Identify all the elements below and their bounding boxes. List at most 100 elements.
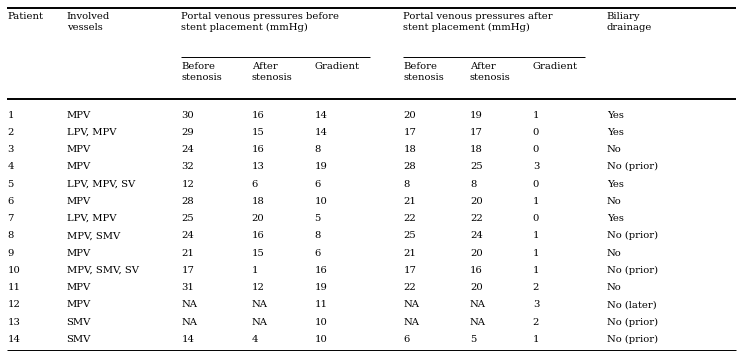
Text: Yes: Yes: [607, 214, 624, 223]
Text: 5: 5: [470, 335, 477, 344]
Text: NA: NA: [181, 317, 198, 327]
Text: 28: 28: [181, 197, 194, 206]
Text: 20: 20: [403, 111, 416, 120]
Text: 8: 8: [314, 145, 321, 154]
Text: 17: 17: [403, 266, 416, 275]
Text: 8: 8: [314, 231, 321, 240]
Text: LPV, MPV: LPV, MPV: [67, 214, 116, 223]
Text: NA: NA: [403, 317, 420, 327]
Text: 17: 17: [470, 128, 482, 137]
Text: 14: 14: [314, 111, 328, 120]
Text: 13: 13: [252, 162, 264, 171]
Text: 21: 21: [403, 248, 416, 258]
Text: 10: 10: [7, 266, 20, 275]
Text: No (prior): No (prior): [607, 231, 658, 240]
Text: MPV: MPV: [67, 145, 91, 154]
Text: 2: 2: [7, 128, 14, 137]
Text: 14: 14: [314, 128, 328, 137]
Text: 14: 14: [7, 335, 21, 344]
Text: 1: 1: [533, 197, 539, 206]
Text: SMV: SMV: [67, 335, 91, 344]
Text: Before
stenosis: Before stenosis: [181, 62, 222, 82]
Text: 6: 6: [403, 335, 409, 344]
Text: 4: 4: [7, 162, 14, 171]
Text: NA: NA: [403, 300, 420, 309]
Text: No (prior): No (prior): [607, 266, 658, 275]
Text: MPV: MPV: [67, 162, 91, 171]
Text: MPV: MPV: [67, 248, 91, 258]
Text: 28: 28: [403, 162, 416, 171]
Text: 19: 19: [314, 162, 327, 171]
Text: Before
stenosis: Before stenosis: [403, 62, 444, 82]
Text: 6: 6: [314, 248, 320, 258]
Text: NA: NA: [181, 300, 198, 309]
Text: 1: 1: [533, 231, 539, 240]
Text: Yes: Yes: [607, 128, 624, 137]
Text: Involved
vessels: Involved vessels: [67, 12, 110, 32]
Text: 21: 21: [403, 197, 416, 206]
Text: 11: 11: [7, 283, 21, 292]
Text: 2: 2: [533, 283, 539, 292]
Text: 15: 15: [252, 248, 264, 258]
Text: 0: 0: [533, 180, 539, 189]
Text: SMV: SMV: [67, 317, 91, 327]
Text: 24: 24: [470, 231, 482, 240]
Text: 0: 0: [533, 214, 539, 223]
Text: 11: 11: [314, 300, 328, 309]
Text: 18: 18: [252, 197, 264, 206]
Text: 29: 29: [181, 128, 194, 137]
Text: 30: 30: [181, 111, 194, 120]
Text: 6: 6: [252, 180, 258, 189]
Text: Portal venous pressures after
stent placement (mmHg): Portal venous pressures after stent plac…: [403, 12, 553, 32]
Text: 6: 6: [314, 180, 320, 189]
Text: 20: 20: [470, 283, 482, 292]
Text: 22: 22: [470, 214, 482, 223]
Text: NA: NA: [252, 317, 268, 327]
Text: Portal venous pressures before
stent placement (mmHg): Portal venous pressures before stent pla…: [181, 12, 340, 32]
Text: 1: 1: [7, 111, 14, 120]
Text: Gradient: Gradient: [533, 62, 578, 71]
Text: 5: 5: [7, 180, 14, 189]
Text: 8: 8: [7, 231, 14, 240]
Text: 16: 16: [470, 266, 482, 275]
Text: 25: 25: [403, 231, 416, 240]
Text: 1: 1: [533, 248, 539, 258]
Text: No (prior): No (prior): [607, 317, 658, 327]
Text: No: No: [607, 197, 622, 206]
Text: 18: 18: [470, 145, 482, 154]
Text: 12: 12: [7, 300, 20, 309]
Text: 10: 10: [314, 335, 327, 344]
Text: No: No: [607, 283, 622, 292]
Text: MPV: MPV: [67, 197, 91, 206]
Text: 22: 22: [403, 283, 416, 292]
Text: No (prior): No (prior): [607, 335, 658, 344]
Text: Patient: Patient: [7, 12, 44, 21]
Text: After
stenosis: After stenosis: [252, 62, 292, 82]
Text: MPV, SMV, SV: MPV, SMV, SV: [67, 266, 138, 275]
Text: 25: 25: [470, 162, 482, 171]
Text: 6: 6: [7, 197, 13, 206]
Text: 16: 16: [314, 266, 327, 275]
Text: No (prior): No (prior): [607, 162, 658, 171]
Text: 16: 16: [252, 231, 264, 240]
Text: 1: 1: [533, 335, 539, 344]
Text: MPV: MPV: [67, 111, 91, 120]
Text: 31: 31: [181, 283, 194, 292]
Text: 7: 7: [7, 214, 14, 223]
Text: 14: 14: [181, 335, 195, 344]
Text: 3: 3: [533, 300, 539, 309]
Text: 0: 0: [533, 128, 539, 137]
Text: After
stenosis: After stenosis: [470, 62, 511, 82]
Text: 1: 1: [533, 111, 539, 120]
Text: 16: 16: [252, 111, 264, 120]
Text: 20: 20: [252, 214, 264, 223]
Text: 10: 10: [314, 317, 327, 327]
Text: 1: 1: [252, 266, 258, 275]
Text: 0: 0: [533, 145, 539, 154]
Text: 20: 20: [470, 197, 482, 206]
Text: No: No: [607, 248, 622, 258]
Text: Gradient: Gradient: [314, 62, 360, 71]
Text: 24: 24: [181, 145, 194, 154]
Text: Yes: Yes: [607, 180, 624, 189]
Text: Yes: Yes: [607, 111, 624, 120]
